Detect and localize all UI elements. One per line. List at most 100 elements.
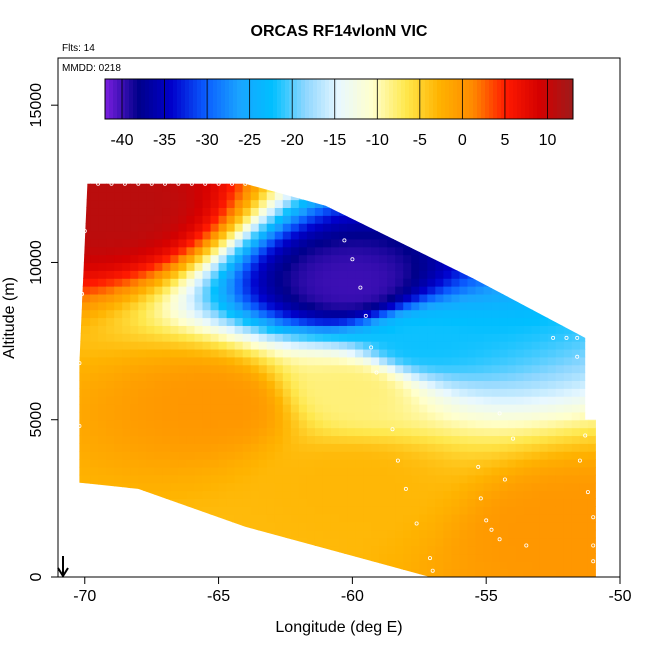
heat-cell <box>306 341 316 350</box>
heat-cell <box>322 333 332 342</box>
heat-cell <box>395 293 404 303</box>
heat-cell <box>162 435 171 444</box>
heat-cell <box>79 317 83 326</box>
heat-cell <box>210 443 220 452</box>
heat-cell <box>363 356 372 366</box>
heat-cell <box>339 545 348 555</box>
colorbar-segment <box>169 79 174 119</box>
heat-cell <box>242 238 252 248</box>
heat-cell <box>547 521 557 531</box>
heat-cell <box>282 451 292 460</box>
heat-cell <box>130 545 139 555</box>
heat-cell <box>218 262 228 271</box>
heat-cell <box>290 514 300 523</box>
heat-cell <box>98 364 107 374</box>
heat-cell <box>218 380 228 389</box>
heat-cell <box>467 317 477 326</box>
heat-cell <box>596 459 605 467</box>
flight-point <box>497 537 502 542</box>
heat-cell <box>146 537 155 547</box>
heat-cell <box>202 231 212 240</box>
heat-cell <box>531 380 541 389</box>
heat-cell <box>379 309 388 319</box>
heat-cell <box>596 506 605 514</box>
heat-cell <box>571 191 581 201</box>
heat-cell <box>130 270 139 279</box>
heat-cell <box>98 529 107 539</box>
heat-cell <box>330 459 340 468</box>
heat-cell <box>98 427 107 437</box>
heat-cell <box>306 482 316 492</box>
heat-cell <box>114 459 123 468</box>
heat-cell <box>130 514 139 523</box>
heat-cell <box>314 301 324 311</box>
colorbar-segment <box>137 79 142 119</box>
heat-cell <box>202 435 212 444</box>
heat-cell <box>411 301 420 311</box>
heat-cell <box>467 348 477 358</box>
heat-cell <box>387 286 396 295</box>
heat-cell <box>274 380 284 389</box>
heat-cell <box>146 380 155 389</box>
heat-cell <box>596 380 605 388</box>
heat-cell <box>387 254 396 264</box>
heat-cell <box>427 309 436 319</box>
heat-cell <box>114 561 123 570</box>
colorbar-segment <box>269 79 274 119</box>
heat-cell <box>290 529 300 539</box>
heat-cell <box>178 254 188 264</box>
colorbar-segment <box>397 79 402 119</box>
heat-cell <box>250 301 260 311</box>
heat-cell <box>443 380 452 389</box>
heat-cell <box>79 309 83 319</box>
heat-cell <box>403 325 412 334</box>
heat-cell <box>194 372 204 382</box>
heat-cell <box>387 404 396 413</box>
heat-cell <box>563 529 573 539</box>
heat-cell <box>210 514 220 523</box>
heat-cell <box>186 278 196 287</box>
colorbar-segment <box>401 79 406 119</box>
heat-cell <box>114 199 123 209</box>
heat-cell <box>266 231 276 240</box>
heat-cell <box>596 333 605 341</box>
heat-cell <box>467 490 477 499</box>
heat-cell <box>587 498 596 507</box>
heat-cell <box>178 348 188 358</box>
heat-cell <box>79 333 83 342</box>
heat-cell <box>427 238 436 248</box>
heat-cell <box>98 451 107 460</box>
heat-cell <box>539 199 549 209</box>
heat-cell <box>587 183 596 193</box>
colorbar-segment <box>461 79 466 119</box>
heat-cell <box>596 325 605 333</box>
heat-cell <box>154 380 163 389</box>
heat-cell <box>507 223 517 232</box>
heat-cell <box>443 498 452 507</box>
heat-cell <box>218 435 228 444</box>
flight-point <box>489 527 494 532</box>
heat-cell <box>330 490 340 499</box>
heat-cell <box>459 482 469 492</box>
heat-cell <box>298 356 308 366</box>
heat-cell <box>210 191 220 201</box>
heat-cell <box>387 498 396 507</box>
heat-cell <box>547 459 557 468</box>
heat-cell <box>443 246 452 256</box>
heat-cell <box>419 356 428 366</box>
heat-cell <box>563 419 573 429</box>
heat-cell <box>371 506 380 515</box>
heat-cell <box>515 364 525 374</box>
colorbar-segment <box>273 79 278 119</box>
heat-cell <box>194 396 204 405</box>
heat-cell <box>596 270 605 278</box>
heat-cell <box>555 238 565 248</box>
colorbar-segment <box>265 79 270 119</box>
heat-cell <box>234 561 244 570</box>
heat-cell <box>531 278 541 287</box>
heat-cell <box>395 286 404 295</box>
heat-cell <box>515 356 525 366</box>
heat-cell <box>210 459 220 468</box>
heat-cell <box>242 506 252 515</box>
heat-cell <box>475 207 485 216</box>
